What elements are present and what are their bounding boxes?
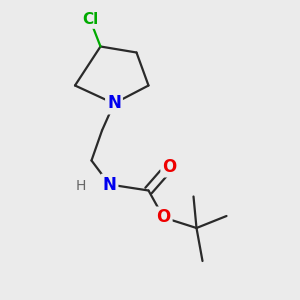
Text: H: H (76, 179, 86, 193)
Text: O: O (156, 208, 171, 226)
Text: N: N (107, 94, 121, 112)
Text: Cl: Cl (82, 12, 98, 27)
Text: O: O (162, 158, 177, 175)
Text: N: N (103, 176, 116, 194)
